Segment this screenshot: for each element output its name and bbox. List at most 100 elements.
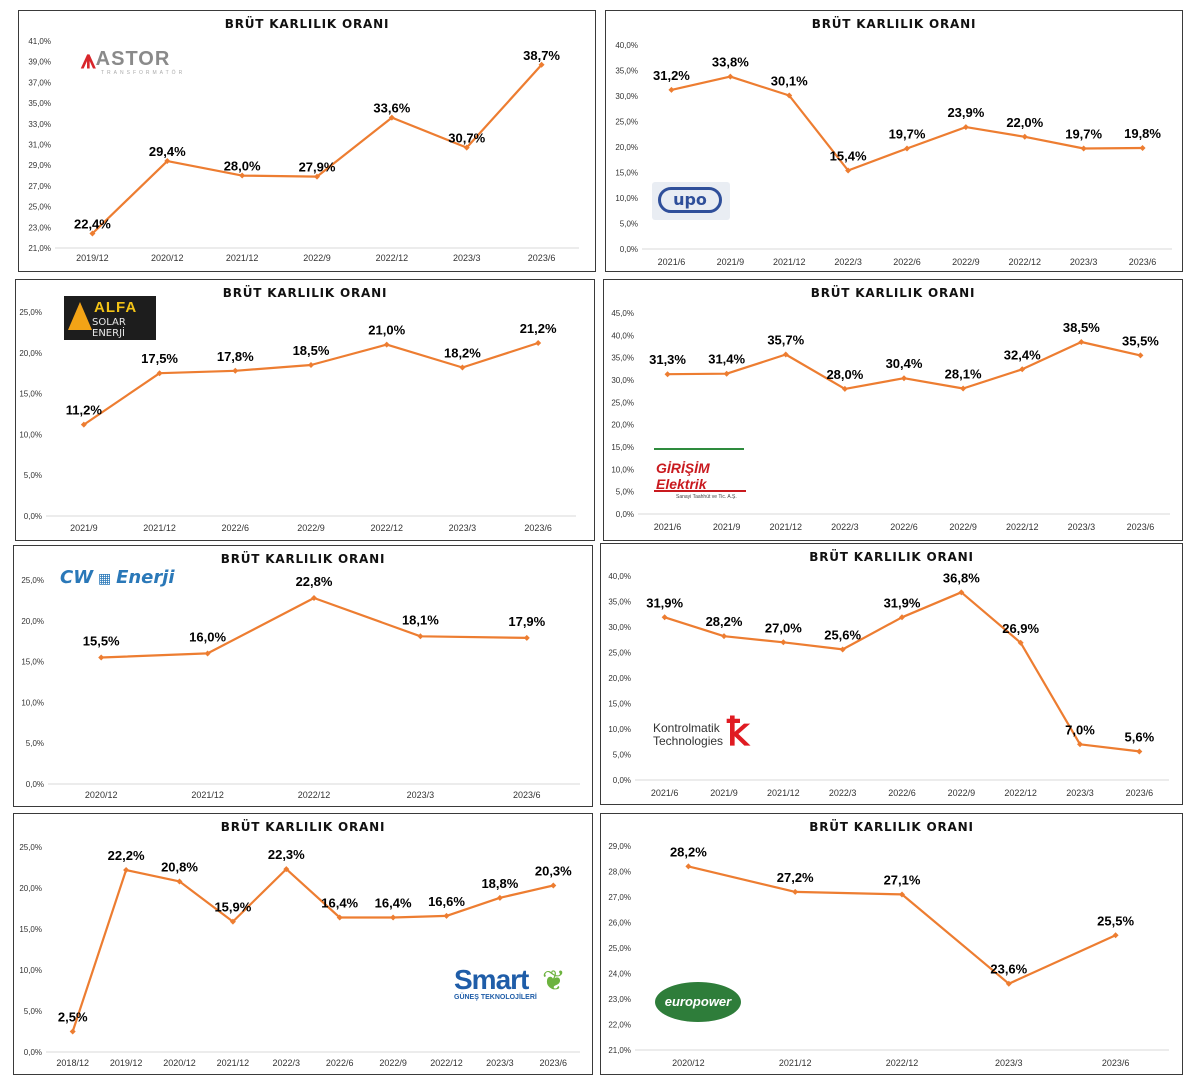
data-point bbox=[459, 364, 466, 371]
y-tick-label: 10,0% bbox=[608, 725, 631, 734]
x-tick-label: 2023/3 bbox=[1070, 257, 1098, 267]
data-point bbox=[229, 918, 236, 925]
data-point bbox=[962, 124, 969, 131]
y-tick-label: 15,0% bbox=[19, 390, 42, 399]
y-tick-label: 31,0% bbox=[28, 141, 51, 150]
data-point bbox=[204, 650, 211, 657]
data-point bbox=[523, 634, 530, 641]
y-tick-label: 41,0% bbox=[28, 37, 51, 46]
data-label: 38,5% bbox=[1063, 320, 1100, 335]
data-label: 18,8% bbox=[481, 876, 518, 891]
data-point bbox=[463, 144, 470, 151]
x-tick-label: 2021/6 bbox=[654, 522, 682, 532]
x-tick-label: 2023/6 bbox=[1126, 788, 1154, 798]
x-tick-label: 2020/12 bbox=[672, 1058, 705, 1068]
data-label: 5,6% bbox=[1125, 729, 1155, 744]
astor-mark-icon: ⩚ bbox=[81, 44, 96, 74]
data-label: 30,4% bbox=[886, 356, 923, 371]
x-tick-label: 2019/12 bbox=[76, 253, 109, 263]
data-point bbox=[283, 866, 290, 873]
y-tick-label: 15,0% bbox=[19, 925, 42, 934]
y-tick-label: 20,0% bbox=[19, 884, 42, 893]
data-label: 19,8% bbox=[1124, 126, 1161, 141]
girisim-logo: GİRİŞİM Elektrik Sanayi Taahhüt ve Tic. … bbox=[654, 448, 746, 504]
data-label: 35,7% bbox=[767, 333, 804, 348]
y-tick-label: 21,0% bbox=[28, 244, 51, 253]
data-label: 28,2% bbox=[706, 614, 743, 629]
data-point bbox=[901, 375, 907, 382]
data-label: 7,0% bbox=[1065, 722, 1095, 737]
data-point bbox=[390, 914, 397, 921]
solar-panel-icon: ▦ bbox=[93, 571, 117, 587]
x-tick-label: 2023/3 bbox=[1068, 522, 1096, 532]
series-line bbox=[101, 596, 527, 659]
data-label: 31,3% bbox=[649, 352, 686, 367]
data-label: 11,2% bbox=[66, 403, 103, 418]
data-point bbox=[308, 362, 314, 369]
data-label: 21,0% bbox=[368, 323, 405, 338]
data-label: 28,0% bbox=[826, 367, 863, 382]
x-tick-label: 2022/12 bbox=[376, 253, 409, 263]
data-point bbox=[960, 385, 967, 392]
x-tick-label: 2022/12 bbox=[298, 790, 331, 800]
data-point bbox=[899, 614, 905, 621]
y-tick-label: 5,0% bbox=[620, 220, 638, 229]
data-point bbox=[314, 173, 320, 180]
y-tick-label: 15,0% bbox=[611, 443, 634, 452]
line-chart-astor: 21,0% 23,0% 25,0% 27,0% 29,0% 31,0% 33,0% 35,0%… bbox=[28, 37, 579, 263]
y-tick-label: 25,0% bbox=[19, 308, 42, 317]
y-tick-label: 40,0% bbox=[608, 572, 631, 581]
chart-title: BRÜT KARLILIK ORANI bbox=[222, 286, 388, 300]
y-tick-label: 35,0% bbox=[615, 67, 638, 76]
x-tick-label: 2023/3 bbox=[1066, 788, 1094, 798]
line-chart-europower: 21,0% 22,0% 23,0% 24,0% 25,0% 26,0% 27,0% 28,0%… bbox=[608, 842, 1169, 1068]
y-tick-label: 45,0% bbox=[611, 309, 634, 318]
y-tick-label: 23,0% bbox=[28, 223, 51, 232]
chart-panel-smart: BRÜT KARLILIK ORANI Smart ❦ GÜNEŞ TEKNOL… bbox=[13, 813, 593, 1075]
x-tick-label: 2023/3 bbox=[995, 1058, 1023, 1068]
y-tick-label: 35,0% bbox=[611, 354, 634, 363]
y-tick-label: 29,0% bbox=[28, 161, 51, 170]
x-tick-label: 2023/6 bbox=[524, 523, 552, 533]
y-tick-label: 27,0% bbox=[28, 182, 51, 191]
data-point bbox=[443, 912, 450, 919]
x-tick-label: 2022/9 bbox=[303, 253, 331, 263]
series-line bbox=[671, 75, 1143, 172]
chart-title: BRÜT KARLILIK ORANI bbox=[810, 286, 976, 300]
data-label: 17,9% bbox=[508, 614, 545, 629]
kontrolmatik-k-icon: ꝁ bbox=[727, 712, 750, 754]
y-tick-label: 10,0% bbox=[19, 430, 42, 439]
data-label: 33,6% bbox=[373, 101, 410, 116]
y-tick-label: 5,0% bbox=[26, 739, 44, 748]
x-tick-label: 2021/12 bbox=[770, 522, 803, 532]
y-tick-label: 0,0% bbox=[24, 1048, 42, 1057]
data-point bbox=[156, 370, 163, 377]
y-tick-label: 35,0% bbox=[608, 598, 631, 607]
y-tick-label: 10,0% bbox=[19, 966, 42, 975]
x-tick-label: 2021/12 bbox=[226, 253, 259, 263]
y-tick-label: 15,0% bbox=[615, 169, 638, 178]
kontrolmatik-logo: Kontrolmatik Technologies ꝁ bbox=[653, 712, 750, 754]
y-tick-label: 25,0% bbox=[21, 576, 44, 585]
y-tick-label: 25,0% bbox=[611, 398, 634, 407]
y-tick-label: 28,0% bbox=[608, 868, 631, 877]
y-tick-label: 5,0% bbox=[24, 1007, 42, 1016]
smart-logo: Smart ❦ GÜNEŞ TEKNOLOJİLERİ bbox=[454, 964, 566, 1001]
data-label: 18,5% bbox=[293, 343, 330, 358]
data-point bbox=[1139, 145, 1146, 152]
y-tick-label: 25,0% bbox=[28, 203, 51, 212]
y-tick-label: 5,0% bbox=[24, 471, 42, 480]
data-label: 30,1% bbox=[771, 73, 808, 88]
data-point bbox=[417, 633, 424, 640]
x-tick-label: 2022/9 bbox=[379, 1058, 407, 1068]
data-label: 18,1% bbox=[402, 612, 439, 627]
data-label: 16,0% bbox=[189, 629, 226, 644]
x-tick-label: 2020/12 bbox=[151, 253, 184, 263]
data-label: 26,9% bbox=[1002, 621, 1039, 636]
chart-title: BRÜT KARLILIK ORANI bbox=[224, 17, 390, 31]
y-tick-label: 5,0% bbox=[616, 488, 634, 497]
data-label: 27,2% bbox=[777, 870, 814, 885]
y-tick-label: 0,0% bbox=[613, 776, 631, 785]
y-tick-label: 30,0% bbox=[608, 623, 631, 632]
data-label: 22,8% bbox=[296, 574, 333, 589]
